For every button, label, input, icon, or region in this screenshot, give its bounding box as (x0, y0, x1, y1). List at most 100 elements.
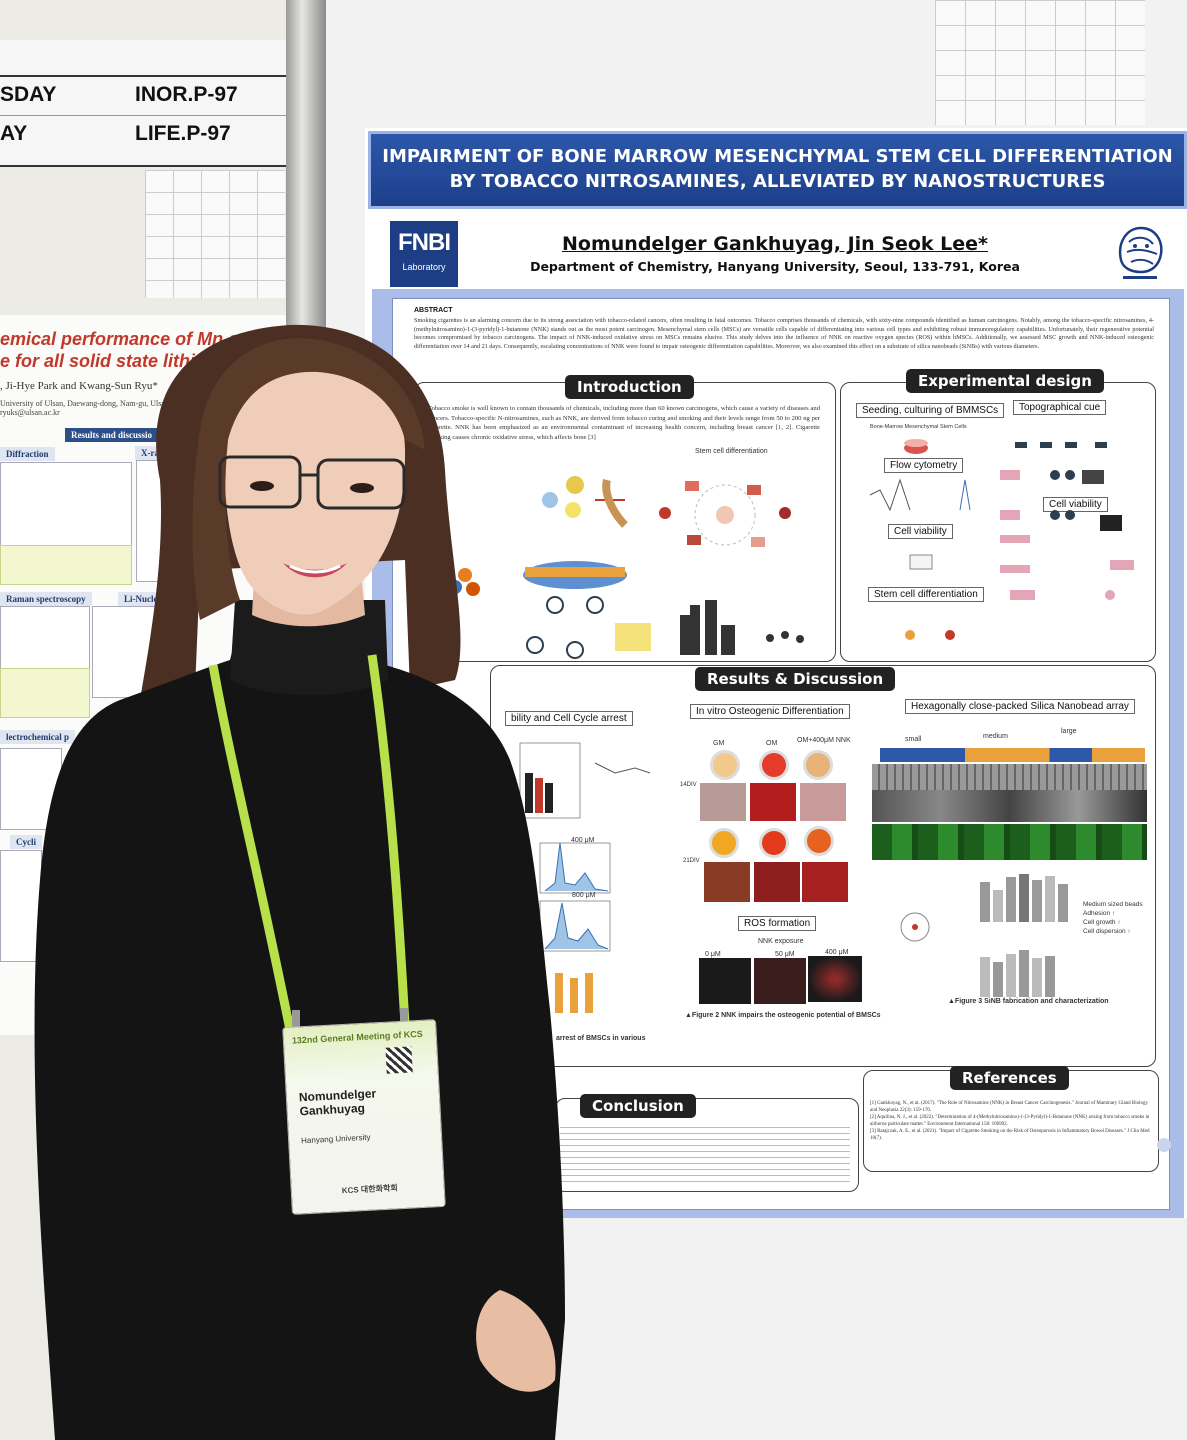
abstract-heading: ABSTRACT (414, 307, 453, 314)
culture-dish (709, 828, 739, 858)
conclusion-text (560, 1122, 850, 1184)
schedule-day: SDAY (0, 83, 57, 106)
university-crest-icon (1118, 226, 1163, 279)
phase-contrast-images (872, 790, 1147, 822)
seeding-label: Seeding, culturing of BMMSCs (856, 403, 1005, 418)
figure2-caption: ▲Figure 2 NNK impairs the osteogenic pot… (685, 1012, 881, 1019)
neighbor-section-header: Diffraction (0, 447, 55, 461)
neighbor-cycling-plot (0, 850, 42, 962)
neighbor-xrd-plot (0, 462, 132, 546)
ros-0-label: 0 μM (705, 951, 721, 958)
om-nnk-label: OM+400μM NNK (797, 737, 851, 744)
gm-label: GM (713, 740, 725, 747)
experimental-design-figure (869, 439, 1134, 640)
bead-legend: Medium sized beads Adhesion ↑ Cell growt… (1083, 901, 1143, 935)
ros-400-label: 400 μM (825, 949, 849, 956)
schedule-code: LIFE.P-97 (135, 122, 231, 145)
name-badge: 132nd General Meeting of KCS Nomundelger… (282, 1019, 446, 1215)
schedule-row: SDAY INOR.P-97 (0, 75, 290, 115)
turtleneck (230, 600, 388, 695)
stain-image (750, 783, 796, 821)
schedule-code: INOR.P-97 (135, 83, 238, 106)
schedule-day: AY (0, 122, 28, 145)
topographical-cue-label: Topographical cue (1013, 400, 1107, 415)
poster-title-banner (368, 131, 1187, 209)
stain-image (754, 862, 800, 902)
live-dead-images (872, 824, 1147, 860)
badge-name: Nomundelger Gankhuyag (298, 1086, 377, 1119)
poster-header-band (365, 209, 1187, 289)
poster-title: IMPAIRMENT OF BONE MARROW MESENCHYMAL ST… (382, 146, 1173, 192)
figure3-caption: ▲Figure 3 SiNB fabrication and character… (948, 998, 1109, 1005)
introduction-heading: Introduction (565, 375, 694, 399)
nnk-exposure-label: NNK exposure (758, 938, 804, 945)
neighbor-raman-plot (0, 606, 90, 670)
badge-footer: KCS 대한화학회 (341, 1183, 398, 1196)
mouth (283, 563, 347, 578)
concentration-400-label: 400 μM (571, 837, 595, 844)
poster-department: Department of Chemistry, Hanyang Univers… (530, 259, 1020, 274)
viability-figure (519, 742, 651, 1013)
references-heading: References (950, 1066, 1069, 1090)
glasses-right-lens (316, 458, 406, 510)
stain-image (800, 783, 846, 821)
hand (476, 1290, 556, 1392)
culture-dish (759, 828, 789, 858)
size-small-label: small (905, 736, 922, 743)
flow-cytometry-label: Flow cytometry (884, 458, 964, 473)
culture-dish (803, 750, 833, 780)
poster-authors: Nomundelger Gankhuyag, Jin Seok Lee* (562, 233, 988, 255)
face (224, 361, 406, 615)
introduction-figure (448, 476, 804, 659)
badge-header: 132nd General Meeting of KCS (291, 1028, 424, 1046)
references-list: [1] Gankhuyag, N., et al. (2017). "The R… (870, 1101, 1150, 1141)
neighbor-section-header: Raman spectroscopy (0, 592, 92, 606)
stain-image (700, 783, 746, 821)
abstract-text: Smoking cigarettes is an alarming concer… (414, 317, 1154, 350)
culture-dish (759, 750, 789, 780)
ros-image (699, 958, 751, 1004)
cell-viability-label: Cell viability (1043, 497, 1108, 512)
om-label: OM (766, 740, 778, 747)
ros-image (808, 956, 862, 1002)
figure1-caption: arrest of BMSCs in various (556, 1035, 646, 1042)
lanyard (208, 664, 295, 1031)
neighbor-authors: , Ji-Hye Park and Kwang-Sun Ryu* (0, 380, 158, 392)
stain-image (704, 862, 750, 902)
nanobead-array-label: Hexagonally close-packed Silica Nanobead… (905, 699, 1135, 714)
stem-cell-differentiation-label: Stem cell differentiation (695, 448, 768, 455)
conclusion-heading: Conclusion (580, 1094, 696, 1118)
viability-cycle-label: bility and Cell Cycle arrest (505, 711, 633, 726)
pushpin-icon (1157, 1138, 1171, 1152)
cell-viability-label: Cell viability (888, 524, 953, 539)
day21-label: 21DIV (683, 858, 700, 864)
qr-code-icon (385, 1046, 413, 1074)
ros-formation-label: ROS formation (738, 916, 817, 931)
schedule-row: AY LIFE.P-97 (0, 115, 290, 154)
size-medium-label: medium (983, 733, 1008, 740)
schedule-sign: SDAY INOR.P-97 AY LIFE.P-97 (0, 40, 290, 167)
introduction-text: Tobacco smoke is well known to contain t… (428, 405, 820, 441)
badge-organization: Hanyang University (300, 1132, 371, 1146)
osteogenic-differentiation-label: In vitro Osteogenic Differentiation (690, 704, 850, 719)
glasses-left-lens (218, 455, 302, 509)
fnbi-logo: FNBI Laboratory (390, 221, 458, 287)
ros-50-label: 50 μM (775, 951, 795, 958)
neighbor-affiliation: University of Ulsan, Daewang-dong, Nam-g… (0, 399, 193, 417)
lanyard (367, 654, 410, 1026)
neighbor-caption (0, 545, 132, 585)
stain-image (802, 862, 848, 902)
neighbor-section-header: lectrochemical p (0, 730, 76, 744)
concentration-800-label: 800 μM (572, 892, 596, 899)
stem-cell-differentiation-label: Stem cell differentiation (868, 587, 984, 602)
culture-dish (710, 750, 740, 780)
hair-front (192, 338, 425, 620)
ros-image (754, 958, 806, 1004)
neighbor-caption (0, 668, 90, 718)
nanobead-figure (900, 874, 1068, 997)
results-heading: Results & Discussion (695, 667, 896, 691)
grid-sheet-left (145, 170, 285, 298)
grid-sheet (935, 0, 1145, 125)
bmmsc-label: Bone-Marrow Mesenchymal Stem Cells (870, 424, 967, 430)
day14-label: 14DIV (680, 782, 697, 788)
